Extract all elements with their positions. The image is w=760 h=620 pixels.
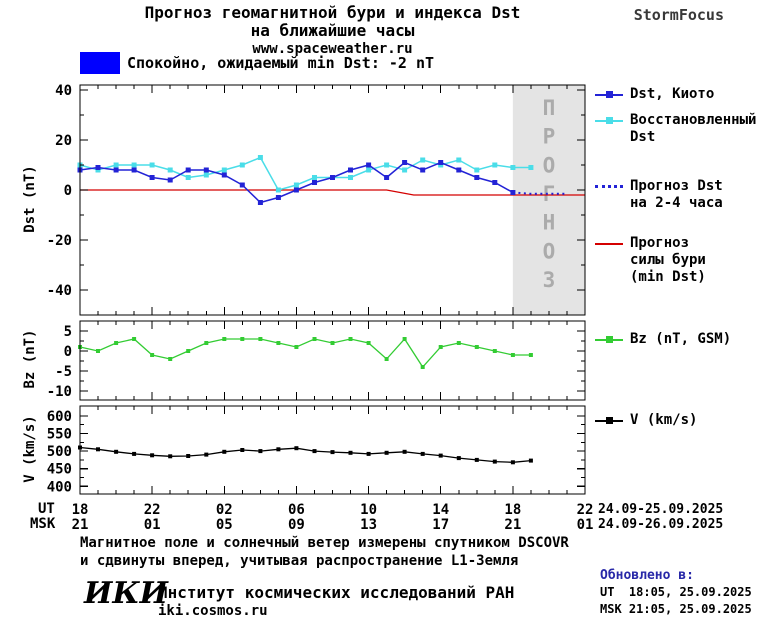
svg-text:550: 550 — [47, 426, 72, 442]
dst-axis-label: Dst (nT) — [22, 165, 38, 233]
data-source-note-line2: и сдвинуты вперед, учитывая распростране… — [80, 553, 519, 569]
legend-dst-restored: Восстановленный Dst — [595, 112, 756, 146]
svg-text:Н: Н — [543, 211, 556, 235]
legend-dst-restored-label: Восстановленный Dst — [630, 112, 756, 146]
legend-dst-forecast-line2: на 2-4 часа — [630, 195, 723, 211]
chart-title-block: Прогноз геомагнитной бури и индекса Dst … — [80, 3, 585, 58]
source-site: www.spaceweather.ru — [252, 41, 413, 57]
svg-text:22: 22 — [144, 502, 161, 518]
legend-storm-line3: (min Dst) — [630, 269, 706, 285]
legend-storm-line2: силы бури — [630, 252, 706, 268]
storm-status: Спокойно, ожидаемый min Dst: -2 nT — [80, 52, 434, 74]
brand-label: StormFocus — [633, 6, 724, 24]
legend-v: V (km/s) — [595, 412, 697, 429]
iki-logo: ИКИ — [84, 576, 168, 611]
svg-text:-40: -40 — [47, 283, 72, 299]
updated-label: Обновлено в: — [600, 568, 694, 583]
page-title-line2: на ближайшие часы — [250, 21, 415, 40]
legend-storm-forecast: Прогноз силы бури (min Dst) — [595, 235, 706, 286]
svg-text:22: 22 — [577, 502, 594, 518]
page-title-line1: Прогноз геомагнитной бури и индекса Dst — [144, 3, 521, 22]
svg-text:-5: -5 — [55, 364, 72, 380]
msk-date-range: 24.09-26.09.2025 — [598, 517, 724, 532]
storm-forecast-line-swatch — [595, 240, 623, 249]
iki-site: iki.cosmos.ru — [158, 603, 268, 619]
svg-text:О: О — [543, 153, 556, 177]
svg-text:Р: Р — [543, 125, 556, 149]
dst-kyoto-line-swatch — [595, 91, 623, 100]
legend-dst-kyoto-label: Dst, Киото — [630, 86, 715, 102]
v-line-swatch — [595, 417, 623, 426]
svg-text:О: О — [543, 239, 556, 263]
svg-text:13: 13 — [360, 517, 377, 533]
svg-text:01: 01 — [577, 517, 594, 533]
v-axis-label: V (km/s) — [22, 415, 38, 483]
svg-text:14: 14 — [432, 502, 449, 518]
svg-text:-10: -10 — [47, 384, 72, 400]
svg-text:09: 09 — [288, 517, 305, 533]
svg-text:18: 18 — [72, 502, 89, 518]
svg-text:21: 21 — [504, 517, 521, 533]
msk-row-label: MSK — [30, 516, 56, 532]
svg-text:40: 40 — [55, 83, 72, 99]
svg-text:450: 450 — [47, 462, 72, 478]
updated-msk: MSK 21:05, 25.09.2025 — [600, 602, 752, 616]
svg-text:06: 06 — [288, 502, 305, 518]
svg-text:02: 02 — [216, 502, 233, 518]
legend-dst-forecast-line1: Прогноз Dst — [630, 178, 723, 194]
svg-text:З: З — [543, 268, 556, 292]
svg-text:20: 20 — [55, 133, 72, 149]
svg-text:Г: Г — [543, 182, 556, 206]
storm-status-text: Спокойно, ожидаемый min Dst: -2 nT — [127, 54, 435, 72]
svg-text:5: 5 — [64, 324, 72, 340]
svg-text:600: 600 — [47, 409, 72, 425]
svg-text:П: П — [543, 96, 556, 120]
dst-forecast-dotted-swatch — [595, 183, 623, 192]
svg-text:400: 400 — [47, 479, 72, 495]
svg-text:500: 500 — [47, 444, 72, 460]
updated-ut: UT 18:05, 25.09.2025 — [600, 585, 752, 599]
svg-text:0: 0 — [64, 344, 72, 360]
svg-text:-20: -20 — [47, 233, 72, 249]
dst-restored-line-swatch — [595, 117, 623, 126]
svg-text:17: 17 — [432, 517, 449, 533]
legend-dst-forecast: Прогноз Dst на 2-4 часа — [595, 178, 723, 212]
quiet-level-swatch — [80, 52, 120, 74]
svg-text:21: 21 — [72, 517, 89, 533]
institute-name: Институт космических исследований РАН — [158, 583, 515, 602]
legend-storm-forecast-label: Прогноз силы бури (min Dst) — [630, 235, 706, 286]
ut-date-range: 24.09-25.09.2025 — [598, 502, 724, 517]
legend-v-label: V (km/s) — [630, 412, 698, 428]
legend-bz-label: Bz (nT, GSM) — [630, 331, 732, 347]
svg-text:01: 01 — [144, 517, 161, 533]
ut-row-label: UT — [38, 501, 55, 517]
legend-dst-restored-line2: Dst — [630, 129, 656, 145]
svg-text:0: 0 — [64, 183, 72, 199]
bz-line-swatch — [595, 336, 623, 345]
data-source-note-line1: Магнитное поле и солнечный ветер измерен… — [80, 535, 569, 551]
svg-text:18: 18 — [504, 502, 521, 518]
legend-storm-line1: Прогноз — [630, 235, 690, 251]
legend-dst-restored-line1: Восстановленный — [630, 112, 757, 128]
legend-dst-forecast-label: Прогноз Dst на 2-4 часа — [630, 178, 723, 212]
svg-text:05: 05 — [216, 517, 233, 533]
legend-bz: Bz (nT, GSM) — [595, 331, 731, 348]
svg-text:10: 10 — [360, 502, 377, 518]
legend-dst-kyoto: Dst, Киото — [595, 86, 714, 103]
